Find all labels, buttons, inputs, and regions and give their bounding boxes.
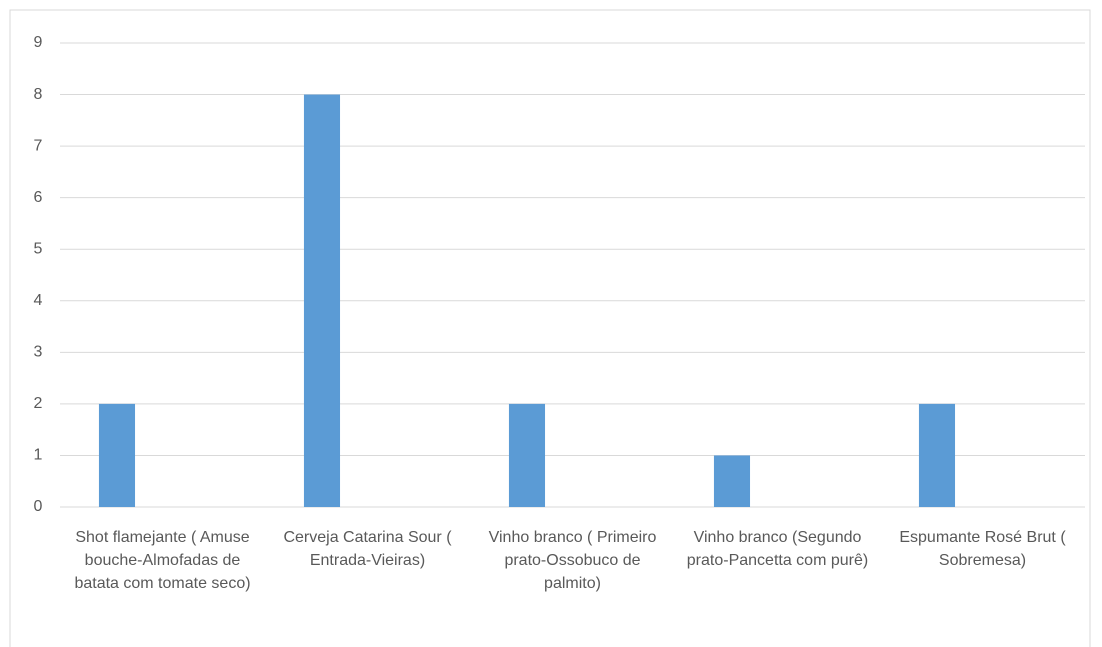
x-tick-label: Shot flamejante ( Amuse bouche-Almofadas… [74, 529, 251, 592]
bar [713, 455, 751, 507]
bar [508, 403, 546, 507]
y-tick-label: 5 [34, 240, 43, 257]
bar [918, 403, 956, 507]
y-tick-label: 8 [34, 86, 43, 103]
y-tick-label: 9 [34, 34, 43, 51]
y-tick-label: 2 [34, 395, 43, 412]
bar [303, 94, 341, 508]
y-tick-label: 0 [34, 498, 43, 515]
x-tick-label: Espumante Rosé Brut ( Sobremesa) [899, 529, 1066, 569]
chart-border [9, 9, 1091, 647]
bar [98, 403, 136, 507]
x-tick-label: Vinho branco ( Primeiro prato-Ossobuco d… [488, 529, 657, 592]
y-tick-label: 6 [34, 189, 43, 206]
y-tick-label: 1 [34, 447, 43, 464]
y-tick-label: 7 [34, 137, 43, 154]
x-tick-label: Cerveja Catarina Sour ( Entrada-Vieiras) [283, 529, 452, 569]
y-tick-label: 4 [34, 292, 43, 309]
x-tick-label: Vinho branco (Segundo prato-Pancetta com… [686, 529, 869, 569]
y-tick-label: 3 [34, 344, 43, 361]
